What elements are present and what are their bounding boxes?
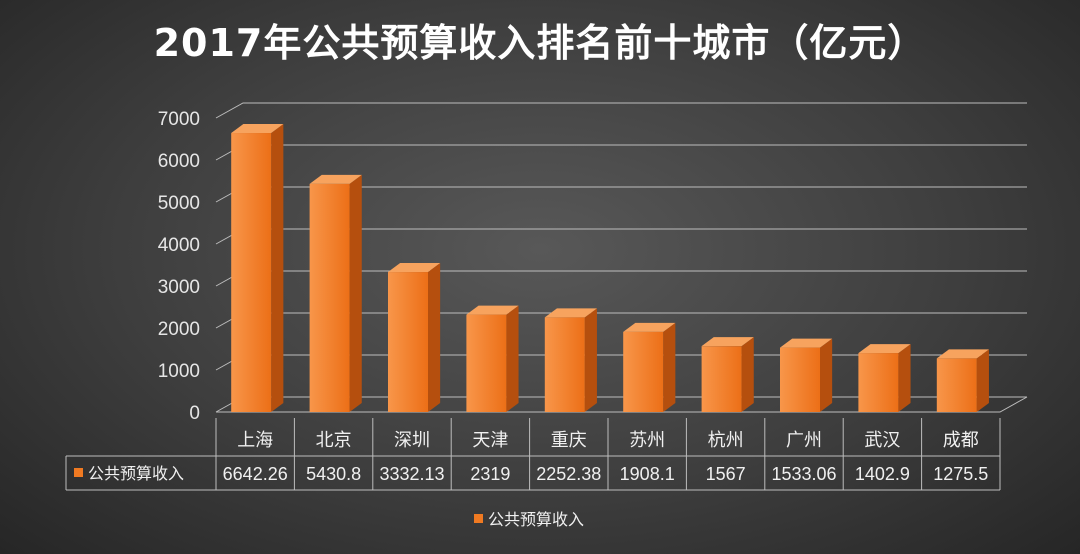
- table-series-name: 公共预算收入: [88, 464, 184, 483]
- bar-front: [858, 353, 899, 412]
- category-label: 北京: [316, 430, 352, 451]
- bar-side: [428, 263, 441, 412]
- data-label: 3332.13: [379, 464, 444, 484]
- bar-top: [309, 174, 362, 184]
- data-label: 5430.8: [306, 464, 361, 484]
- bars: [231, 124, 989, 412]
- legend-key-icon: [474, 514, 483, 523]
- category-label: 天津: [472, 430, 508, 451]
- bar: [388, 263, 441, 412]
- bar-front: [231, 133, 272, 412]
- bar-top: [388, 263, 441, 273]
- series-key-icon: [74, 468, 83, 477]
- data-label: 1533.06: [771, 464, 836, 484]
- bar-front: [388, 272, 428, 412]
- y-tick-label: 2000: [158, 319, 200, 340]
- category-label: 苏州: [629, 430, 665, 451]
- category-label: 深圳: [394, 430, 430, 451]
- data-label: 6642.26: [223, 464, 288, 484]
- y-tick-label: 1000: [158, 361, 200, 382]
- category-label: 武汉: [864, 430, 900, 451]
- bar-side: [663, 322, 676, 412]
- bar-front: [544, 317, 585, 412]
- category-label: 上海: [237, 430, 273, 451]
- data-label: 2319: [470, 464, 510, 484]
- gridline: [215, 102, 1027, 119]
- bar-top: [231, 124, 284, 134]
- bar-top: [466, 305, 519, 315]
- chart-title: 2017年公共预算收入排名前十城市（亿元）: [154, 21, 927, 65]
- bar: [309, 174, 362, 412]
- category-label: 重庆: [551, 430, 587, 451]
- legend: 公共预算收入: [474, 510, 584, 529]
- bar-side: [820, 338, 833, 412]
- legend-entry: 公共预算收入: [488, 510, 584, 529]
- y-tick-label: 6000: [158, 151, 200, 172]
- bar: [231, 124, 284, 412]
- bar-top: [858, 344, 911, 354]
- bar-top: [623, 322, 676, 332]
- bar: [623, 322, 676, 412]
- bar-top: [936, 349, 989, 359]
- bar: [701, 337, 754, 412]
- bar-side: [506, 305, 519, 412]
- y-tick-label: 4000: [158, 235, 200, 256]
- gridline: [215, 144, 1027, 161]
- bar-top: [701, 337, 754, 347]
- bar-side: [976, 349, 989, 412]
- data-label: 2252.38: [536, 464, 601, 484]
- data-table: 上海 6642.26 北京 5430.8 深圳 3332.13 天津 2319 重庆 2252.3…: [65, 418, 1001, 491]
- y-tick-label: 3000: [158, 277, 200, 298]
- data-label: 1908.1: [620, 464, 675, 484]
- bar: [544, 308, 597, 412]
- category-label: 杭州: [708, 430, 744, 451]
- bar-side: [349, 174, 362, 412]
- category-label: 广州: [786, 430, 822, 451]
- y-tick-label: 5000: [158, 193, 200, 214]
- bar-front: [701, 346, 742, 412]
- bar-front: [780, 347, 820, 412]
- bar: [858, 344, 911, 412]
- bar-top: [544, 308, 597, 318]
- data-label: 1402.9: [855, 464, 910, 484]
- bar-side: [584, 308, 597, 412]
- bar: [466, 305, 519, 412]
- bar-front: [936, 358, 977, 412]
- bar-front: [309, 183, 350, 412]
- bar-front: [623, 331, 664, 412]
- bar-side: [741, 337, 754, 412]
- bar-side: [898, 344, 911, 412]
- bar-front: [466, 314, 507, 412]
- bar-side: [271, 124, 284, 412]
- category-label: 成都: [943, 430, 979, 451]
- data-label: 1275.5: [933, 464, 988, 484]
- y-tick-label: 7000: [158, 109, 200, 130]
- bar: [936, 349, 989, 412]
- bar-top: [780, 338, 833, 348]
- y-axis-ticks: 0 1000 2000 3000 4000 5000 6000 7000: [158, 109, 200, 424]
- bar: [780, 338, 833, 412]
- data-label: 1567: [706, 464, 746, 484]
- y-tick-label: 0: [189, 403, 200, 424]
